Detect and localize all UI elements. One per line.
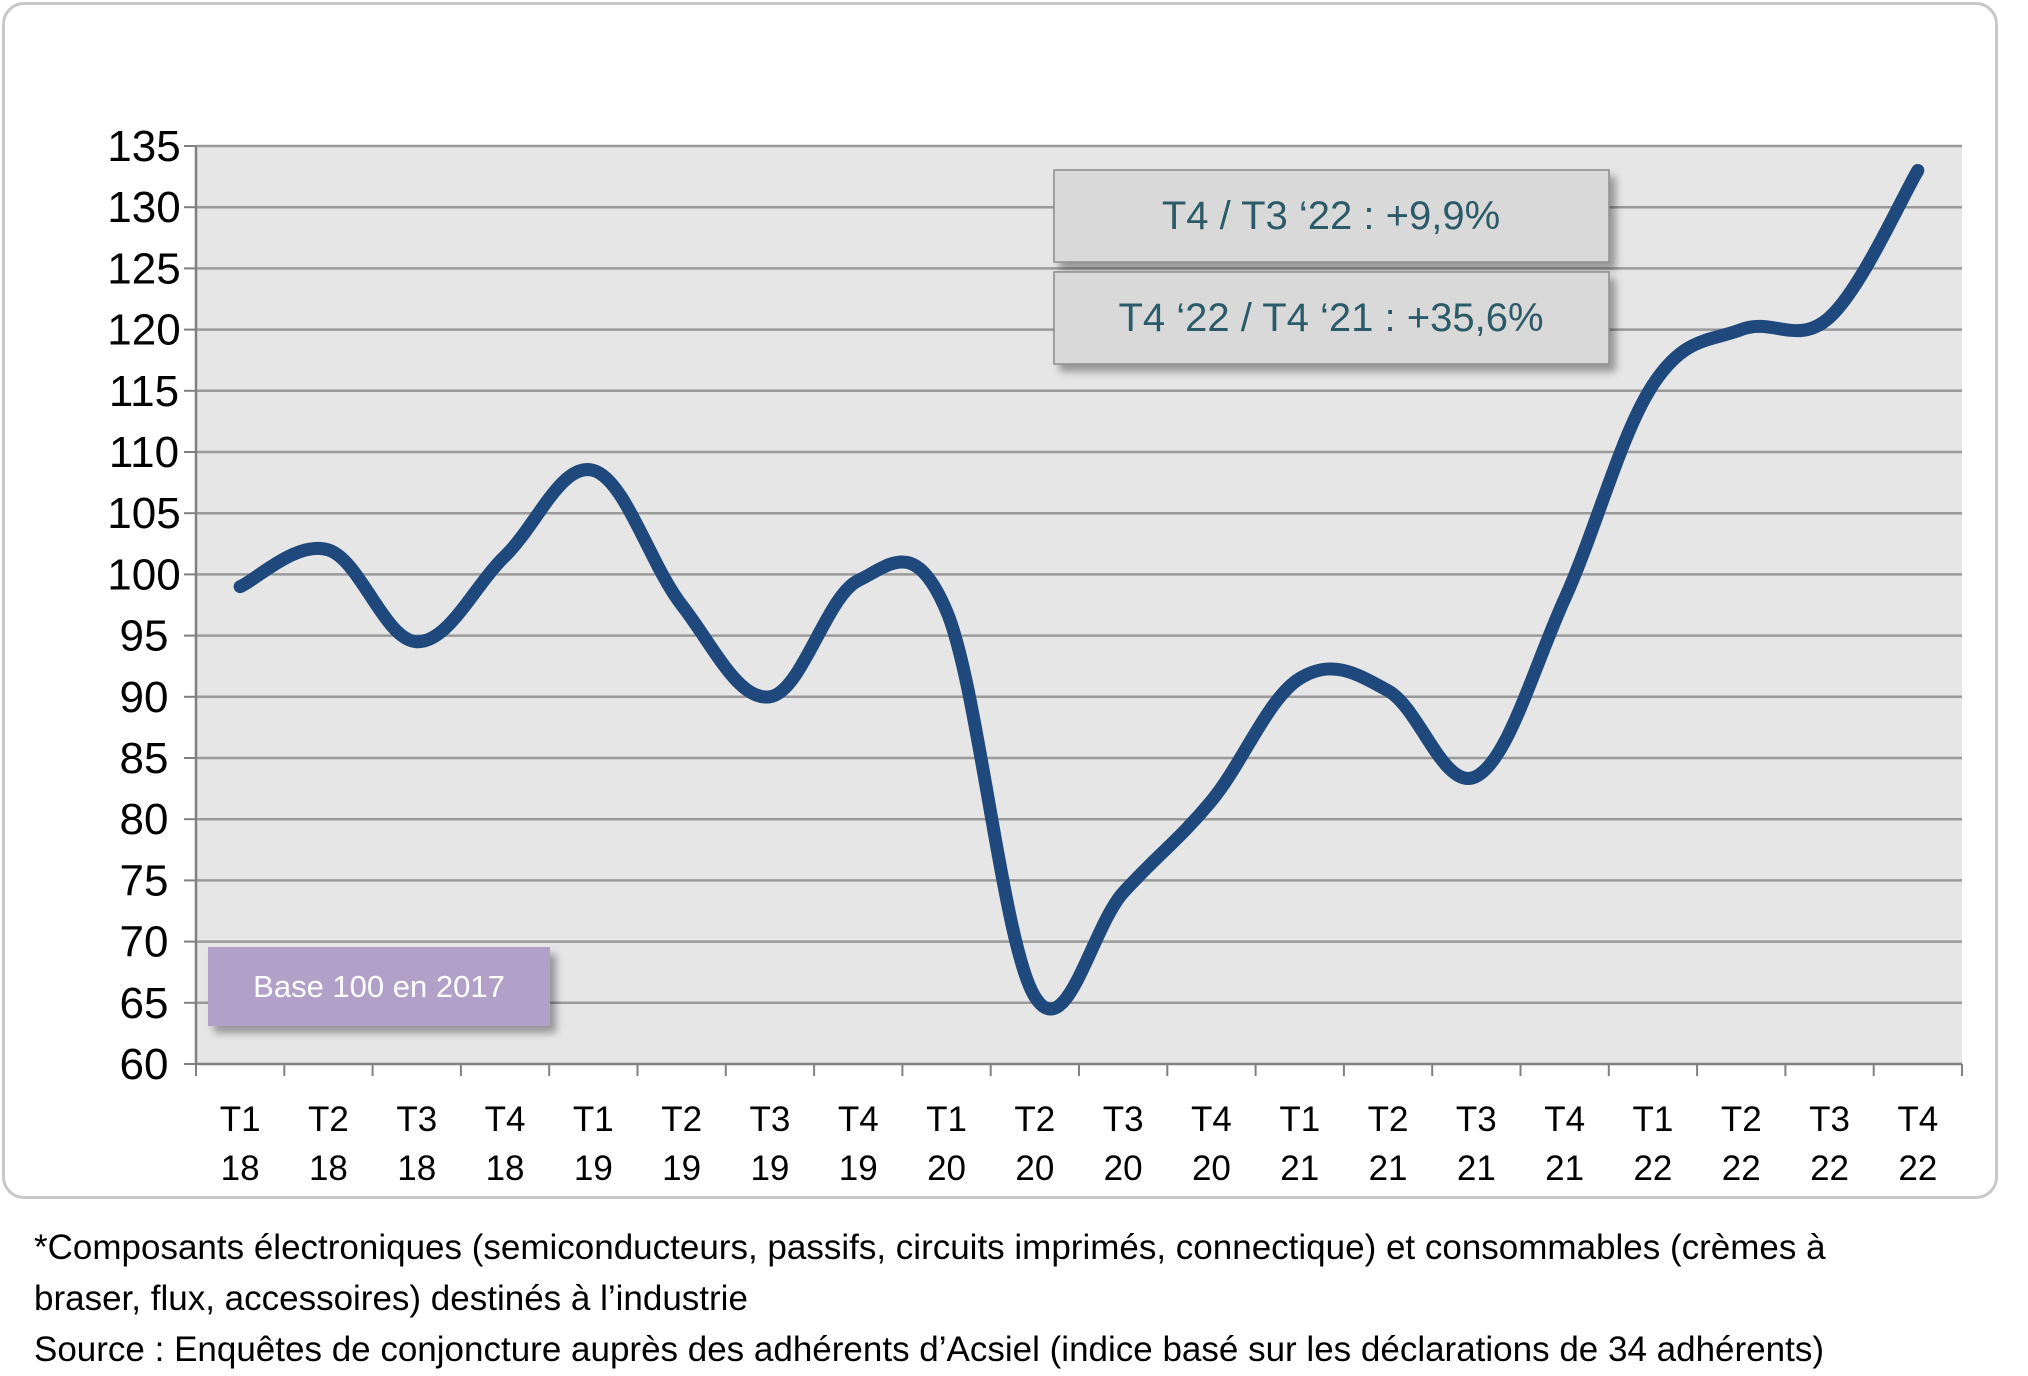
series-line <box>233 163 1925 1016</box>
x-tick-label-quarter: T4 <box>838 1100 879 1139</box>
y-tick-label: 130 <box>107 183 180 232</box>
y-tick-label: 95 <box>120 612 169 661</box>
footnote-line-1: *Composants électroniques (semiconducteu… <box>34 1228 1826 1267</box>
callout-quarterly-text: T4 / T3 ‘22 : +9,9% <box>1162 194 1500 238</box>
x-tick-label-quarter: T1 <box>1633 1100 1674 1139</box>
y-tick-label: 70 <box>120 918 169 967</box>
line-chart: 60 65 70 75 80 85 90 95 100 105 110 115 120 125 130 135… <box>107 122 1963 1188</box>
x-tick-label-year: 20 <box>1192 1149 1231 1188</box>
x-tick-label-quarter: T4 <box>1544 1100 1585 1139</box>
x-tick-label-year: 22 <box>1633 1149 1672 1188</box>
x-tick-label-year: 21 <box>1369 1149 1408 1188</box>
y-tick-label: 115 <box>109 367 179 416</box>
x-tick-label-quarter: T4 <box>1191 1100 1232 1139</box>
x-tick-label-quarter: T1 <box>1279 1100 1320 1139</box>
x-tick-label-quarter: T3 <box>396 1100 437 1139</box>
x-tick-label-year: 21 <box>1280 1149 1319 1188</box>
x-tick-label-year: 21 <box>1457 1149 1496 1188</box>
y-tick-label: 75 <box>120 856 169 905</box>
y-tick-label: 65 <box>120 979 169 1028</box>
x-tick-label-year: 18 <box>221 1149 260 1188</box>
callout-yearly-box <box>1053 271 1610 365</box>
footnote-source: Source : Enquêtes de conjoncture auprès … <box>34 1330 1824 1369</box>
y-tick-label: 60 <box>120 1040 169 1089</box>
x-tick-label-year: 19 <box>750 1149 789 1188</box>
x-tick-label-year: 19 <box>839 1149 878 1188</box>
callout-quarterly-box <box>1053 169 1610 263</box>
footnote-line-2: braser, flux, accessoires) destinés à l’… <box>34 1279 748 1318</box>
callout-yearly: T4 ‘22 / T4 ‘21 : +35,6% <box>1053 271 1610 365</box>
x-tick-labels: T1 18 T2 18 T3 18 T4 18 T1 19 T2 19 T3 19 T4 19 T1 20 T2 20… <box>220 1100 1939 1188</box>
base-note: Base 100 en 2017 <box>208 947 550 1026</box>
y-tick-label: 135 <box>107 122 180 171</box>
base-note-text: Base 100 en 2017 <box>253 969 505 1004</box>
base-note-box <box>208 947 550 1026</box>
x-tick-label-year: 20 <box>927 1149 966 1188</box>
x-tick-label-year: 18 <box>486 1149 525 1188</box>
x-tick-label-quarter: T3 <box>1456 1100 1497 1139</box>
y-tick-label: 125 <box>107 244 180 293</box>
y-tick-labels: 60 65 70 75 80 85 90 95 100 105 110 115 120 125 130 135 <box>107 122 180 1089</box>
x-tick-label-quarter: T3 <box>1809 1100 1850 1139</box>
x-tick-label-quarter: T4 <box>1897 1100 1938 1139</box>
y-tick-label: 100 <box>107 550 180 599</box>
x-tick-label-quarter: T4 <box>485 1100 526 1139</box>
grid-lines <box>184 144 1962 1065</box>
x-tick-label-year: 19 <box>574 1149 613 1188</box>
x-tick-label-year: 18 <box>397 1149 436 1188</box>
axes <box>194 146 1963 1076</box>
x-tick-label-quarter: T2 <box>308 1100 349 1139</box>
x-tick-label-year: 21 <box>1545 1149 1584 1188</box>
x-tick-label-year: 20 <box>1104 1149 1143 1188</box>
x-tick-label-year: 18 <box>309 1149 348 1188</box>
y-tick-label: 90 <box>120 673 169 722</box>
x-tick-label-quarter: T1 <box>926 1100 967 1139</box>
x-tick-label-quarter: T1 <box>220 1100 261 1139</box>
x-tick-label-year: 22 <box>1722 1149 1761 1188</box>
x-tick-label-year: 20 <box>1015 1149 1054 1188</box>
x-tick-label-quarter: T2 <box>1014 1100 1055 1139</box>
x-tick-label-year: 19 <box>662 1149 701 1188</box>
y-tick-label: 110 <box>109 428 179 477</box>
footnote: *Composants électroniques (semiconducteu… <box>34 1222 2014 1375</box>
x-tick-label-quarter: T3 <box>750 1100 791 1139</box>
y-tick-label: 105 <box>107 489 180 538</box>
callout-yearly-text: T4 ‘22 / T4 ‘21 : +35,6% <box>1118 296 1543 340</box>
x-tick-label-quarter: T2 <box>661 1100 702 1139</box>
callout-quarterly: T4 / T3 ‘22 : +9,9% <box>1053 169 1610 263</box>
x-tick-label-quarter: T2 <box>1721 1100 1762 1139</box>
x-tick-label-quarter: T2 <box>1368 1100 1409 1139</box>
x-tick-label-year: 22 <box>1898 1149 1937 1188</box>
y-tick-label: 85 <box>120 734 169 783</box>
y-tick-label: 120 <box>107 306 180 355</box>
x-tick-label-quarter: T1 <box>573 1100 614 1139</box>
y-tick-label: 80 <box>120 795 169 844</box>
x-tick-label-year: 22 <box>1810 1149 1849 1188</box>
x-tick-label-quarter: T3 <box>1103 1100 1144 1139</box>
